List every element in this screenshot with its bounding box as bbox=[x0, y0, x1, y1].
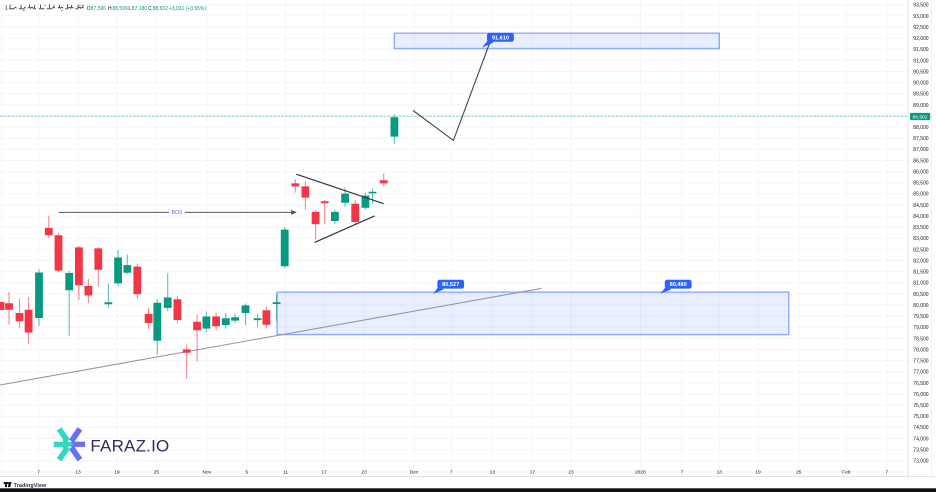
svg-text:23: 23 bbox=[361, 470, 367, 476]
svg-text:7: 7 bbox=[37, 470, 40, 476]
svg-text:76,000: 76,000 bbox=[913, 392, 929, 398]
svg-text:80,480: 80,480 bbox=[670, 282, 687, 288]
svg-text:75,000: 75,000 bbox=[913, 414, 929, 420]
svg-text:73,500: 73,500 bbox=[913, 448, 929, 454]
svg-text:L: L bbox=[128, 6, 131, 12]
svg-text:+3,031 (+3.55%): +3,031 (+3.55%) bbox=[169, 6, 207, 12]
svg-text:79,500: 79,500 bbox=[913, 314, 929, 320]
svg-text:78,000: 78,000 bbox=[913, 347, 929, 353]
svg-text:88,502: 88,502 bbox=[913, 115, 928, 121]
svg-text:BOS: BOS bbox=[172, 210, 183, 216]
svg-text:Dec: Dec bbox=[410, 470, 419, 476]
svg-text:78,500: 78,500 bbox=[913, 336, 929, 342]
svg-text:7: 7 bbox=[885, 470, 888, 476]
svg-text:88,502: 88,502 bbox=[153, 6, 169, 12]
svg-text:H: H bbox=[108, 6, 112, 12]
svg-text:80,500: 80,500 bbox=[913, 292, 929, 298]
svg-text:TradingView: TradingView bbox=[14, 483, 47, 489]
svg-text:13: 13 bbox=[717, 470, 723, 476]
svg-text:93,000: 93,000 bbox=[913, 14, 929, 20]
svg-text:13: 13 bbox=[75, 470, 81, 476]
svg-text:90,000: 90,000 bbox=[913, 81, 929, 87]
svg-text:89,000: 89,000 bbox=[913, 103, 929, 109]
svg-text:O: O bbox=[87, 6, 91, 12]
svg-text:17: 17 bbox=[530, 470, 536, 476]
svg-text:75,500: 75,500 bbox=[913, 403, 929, 409]
svg-text:11: 11 bbox=[283, 470, 288, 476]
svg-text:85,500: 85,500 bbox=[913, 181, 929, 187]
svg-text:80,527: 80,527 bbox=[442, 282, 459, 288]
svg-text:73,000: 73,000 bbox=[913, 459, 929, 465]
svg-text:25: 25 bbox=[154, 470, 160, 476]
svg-text:86,500: 86,500 bbox=[913, 158, 929, 164]
svg-text:Feb: Feb bbox=[842, 470, 851, 476]
svg-text:FARAZ.IO: FARAZ.IO bbox=[90, 437, 169, 456]
svg-text:1: 1 bbox=[5, 6, 8, 12]
svg-text:83,500: 83,500 bbox=[913, 225, 929, 231]
svg-text:92,000: 92,000 bbox=[913, 36, 929, 42]
svg-text:82,500: 82,500 bbox=[913, 247, 929, 253]
svg-text:89,500: 89,500 bbox=[913, 92, 929, 98]
svg-text:19: 19 bbox=[114, 470, 120, 476]
svg-text:88,000: 88,000 bbox=[913, 125, 929, 131]
svg-text:74,500: 74,500 bbox=[913, 425, 929, 431]
svg-text:84,500: 84,500 bbox=[913, 203, 929, 209]
svg-text:86,000: 86,000 bbox=[913, 170, 929, 176]
svg-text:80,000: 80,000 bbox=[913, 303, 929, 309]
svg-text:92,500: 92,500 bbox=[913, 25, 929, 31]
svg-text:17: 17 bbox=[321, 470, 327, 476]
svg-text:87,500: 87,500 bbox=[913, 136, 929, 142]
svg-text:2026: 2026 bbox=[635, 470, 646, 476]
svg-text:81,500: 81,500 bbox=[913, 270, 929, 276]
svg-text:23: 23 bbox=[568, 470, 574, 476]
svg-text:83,000: 83,000 bbox=[913, 236, 929, 242]
svg-text:76,500: 76,500 bbox=[913, 381, 929, 387]
svg-text:77,000: 77,000 bbox=[913, 370, 929, 376]
svg-text:93,500: 93,500 bbox=[913, 3, 929, 9]
svg-text:7: 7 bbox=[450, 470, 453, 476]
svg-text:25: 25 bbox=[796, 470, 802, 476]
svg-text:85,000: 85,000 bbox=[913, 192, 929, 198]
svg-text:74,000: 74,000 bbox=[913, 436, 929, 442]
svg-text:91,610: 91,610 bbox=[492, 35, 509, 41]
svg-text:13: 13 bbox=[490, 470, 496, 476]
svg-text:5: 5 bbox=[245, 470, 248, 476]
svg-text:87,000: 87,000 bbox=[913, 147, 929, 153]
svg-text:7: 7 bbox=[681, 470, 684, 476]
svg-text:77,500: 77,500 bbox=[913, 359, 929, 365]
svg-text:79,000: 79,000 bbox=[913, 325, 929, 331]
svg-text:Nov: Nov bbox=[202, 470, 211, 476]
svg-text:87,180: 87,180 bbox=[132, 6, 148, 12]
svg-text:19: 19 bbox=[755, 470, 761, 476]
svg-text:84,000: 84,000 bbox=[913, 214, 929, 220]
svg-text:90,500: 90,500 bbox=[913, 69, 929, 75]
svg-text:88,599: 88,599 bbox=[112, 6, 128, 12]
svg-text:C: C bbox=[148, 6, 152, 12]
svg-text:91,500: 91,500 bbox=[913, 47, 929, 53]
svg-text:82,000: 82,000 bbox=[913, 258, 929, 264]
svg-text:81,000: 81,000 bbox=[913, 281, 929, 287]
svg-text:87,596: 87,596 bbox=[91, 6, 107, 12]
svg-text:91,000: 91,000 bbox=[913, 58, 929, 64]
